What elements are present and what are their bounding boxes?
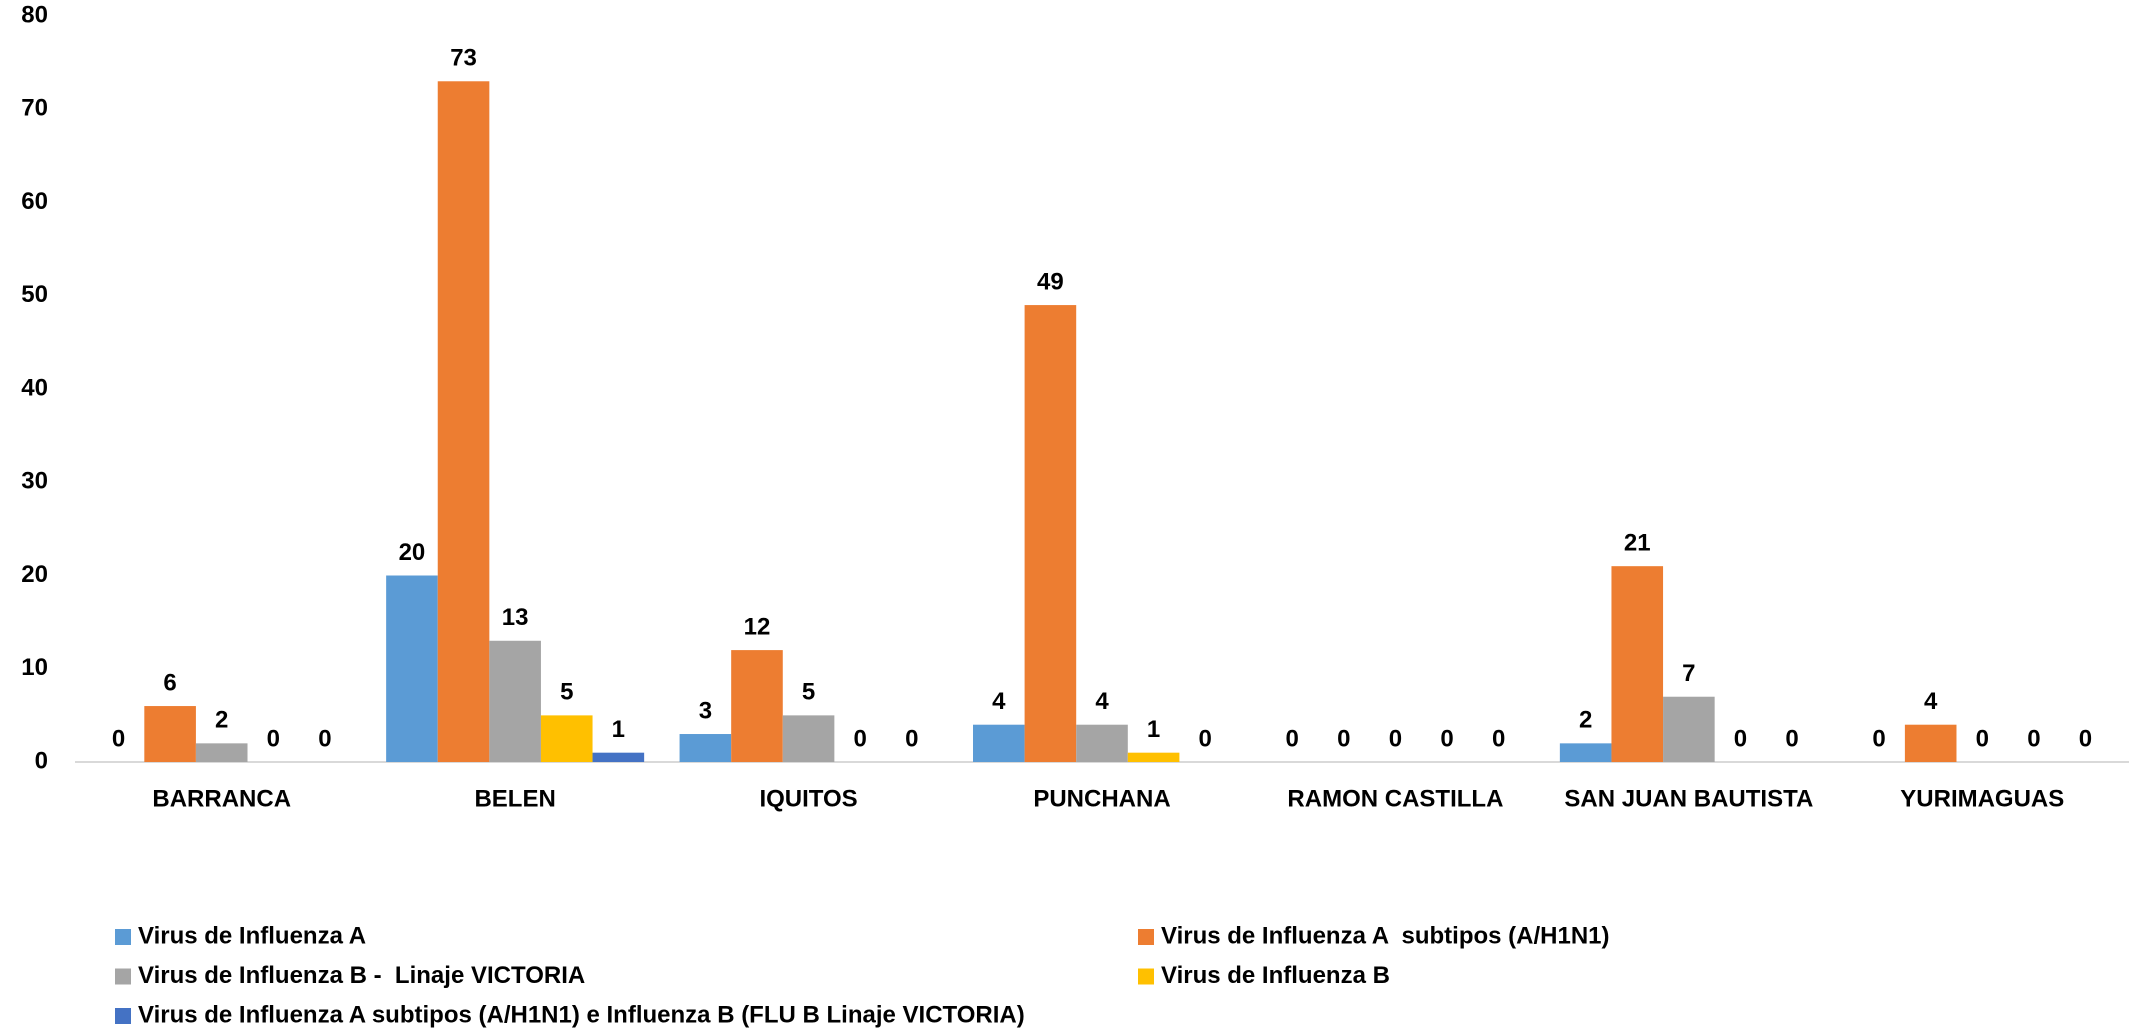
bar bbox=[592, 752, 645, 762]
y-tick-label: 30 bbox=[21, 468, 48, 495]
bar bbox=[489, 640, 541, 762]
bar bbox=[144, 706, 196, 762]
data-label: 0 bbox=[1976, 725, 1989, 752]
data-label: 5 bbox=[560, 679, 573, 706]
bar bbox=[679, 734, 732, 762]
data-label: 0 bbox=[905, 725, 918, 752]
bar bbox=[1663, 696, 1715, 762]
data-label: 1 bbox=[612, 716, 625, 743]
data-label: 5 bbox=[802, 679, 815, 706]
x-tick-label: IQUITOS bbox=[759, 785, 857, 812]
data-label: 0 bbox=[2027, 725, 2040, 752]
bar bbox=[1904, 724, 1957, 762]
data-label: 4 bbox=[1095, 688, 1109, 715]
data-label: 0 bbox=[1492, 725, 1505, 752]
data-label: 2 bbox=[215, 707, 228, 734]
y-tick-label: 0 bbox=[35, 747, 48, 774]
y-tick-label: 20 bbox=[21, 561, 48, 588]
x-tick-label: PUNCHANA bbox=[1033, 785, 1170, 812]
data-label: 0 bbox=[2079, 725, 2092, 752]
legend-swatch bbox=[115, 968, 131, 985]
x-tick-label: YURIMAGUAS bbox=[1900, 785, 2064, 812]
data-label: 13 bbox=[502, 604, 529, 631]
data-label: 21 bbox=[1624, 530, 1651, 557]
data-label: 0 bbox=[1337, 725, 1350, 752]
data-label: 0 bbox=[1440, 725, 1453, 752]
data-label: 4 bbox=[992, 688, 1006, 715]
bar bbox=[1076, 724, 1128, 762]
bar bbox=[540, 715, 593, 762]
legend-label: Virus de Influenza A subtipos (A/H1N1) e… bbox=[138, 1001, 1025, 1028]
data-label: 0 bbox=[1199, 725, 1212, 752]
data-label: 0 bbox=[267, 725, 280, 752]
data-label: 3 bbox=[699, 697, 712, 724]
data-label: 7 bbox=[1682, 660, 1695, 687]
y-tick-label: 40 bbox=[21, 374, 48, 401]
y-tick-label: 80 bbox=[21, 1, 48, 28]
legend-label: Virus de Influenza B - Linaje VICTORIA bbox=[138, 962, 585, 989]
bar bbox=[973, 724, 1025, 762]
x-tick-label: SAN JUAN BAUTISTA bbox=[1564, 785, 1813, 812]
data-label: 0 bbox=[1734, 725, 1747, 752]
y-tick-label: 50 bbox=[21, 281, 48, 308]
data-label: 0 bbox=[112, 725, 125, 752]
data-label: 20 bbox=[399, 539, 426, 566]
legend-swatch bbox=[1138, 929, 1154, 945]
data-label: 4 bbox=[1924, 688, 1938, 715]
data-label: 0 bbox=[1872, 725, 1885, 752]
y-tick-label: 60 bbox=[21, 188, 48, 215]
data-label: 12 bbox=[744, 613, 771, 640]
data-label: 2 bbox=[1579, 707, 1592, 734]
legend-label: Virus de Influenza A subtipos (A/H1N1) bbox=[1161, 922, 1610, 949]
x-tick-label: BELEN bbox=[474, 785, 555, 812]
bar bbox=[195, 743, 248, 762]
bar bbox=[1611, 566, 1664, 762]
legend-label: Virus de Influenza B bbox=[1161, 962, 1390, 989]
data-label: 49 bbox=[1037, 268, 1064, 295]
y-tick-label: 70 bbox=[21, 95, 48, 122]
data-label: 0 bbox=[853, 725, 866, 752]
bar bbox=[1127, 752, 1180, 762]
legend-swatch bbox=[115, 929, 131, 945]
data-label: 0 bbox=[1785, 725, 1798, 752]
bar bbox=[437, 81, 490, 762]
y-tick-label: 10 bbox=[21, 654, 48, 681]
x-tick-label: BARRANCA bbox=[152, 785, 291, 812]
x-tick-label: RAMON CASTILLA bbox=[1287, 785, 1503, 812]
data-label: 0 bbox=[1389, 725, 1402, 752]
legend-swatch bbox=[1138, 968, 1154, 985]
data-label: 73 bbox=[450, 45, 477, 72]
bar bbox=[1024, 305, 1077, 762]
data-label: 0 bbox=[1286, 725, 1299, 752]
legend-label: Virus de Influenza A bbox=[138, 922, 366, 949]
data-label: 6 bbox=[163, 669, 176, 696]
bar bbox=[731, 650, 783, 762]
legend-swatch bbox=[115, 1008, 131, 1024]
bar bbox=[782, 715, 835, 762]
data-label: 0 bbox=[318, 725, 331, 752]
bar bbox=[386, 575, 438, 762]
bar bbox=[1559, 743, 1612, 762]
data-label: 1 bbox=[1147, 716, 1160, 743]
